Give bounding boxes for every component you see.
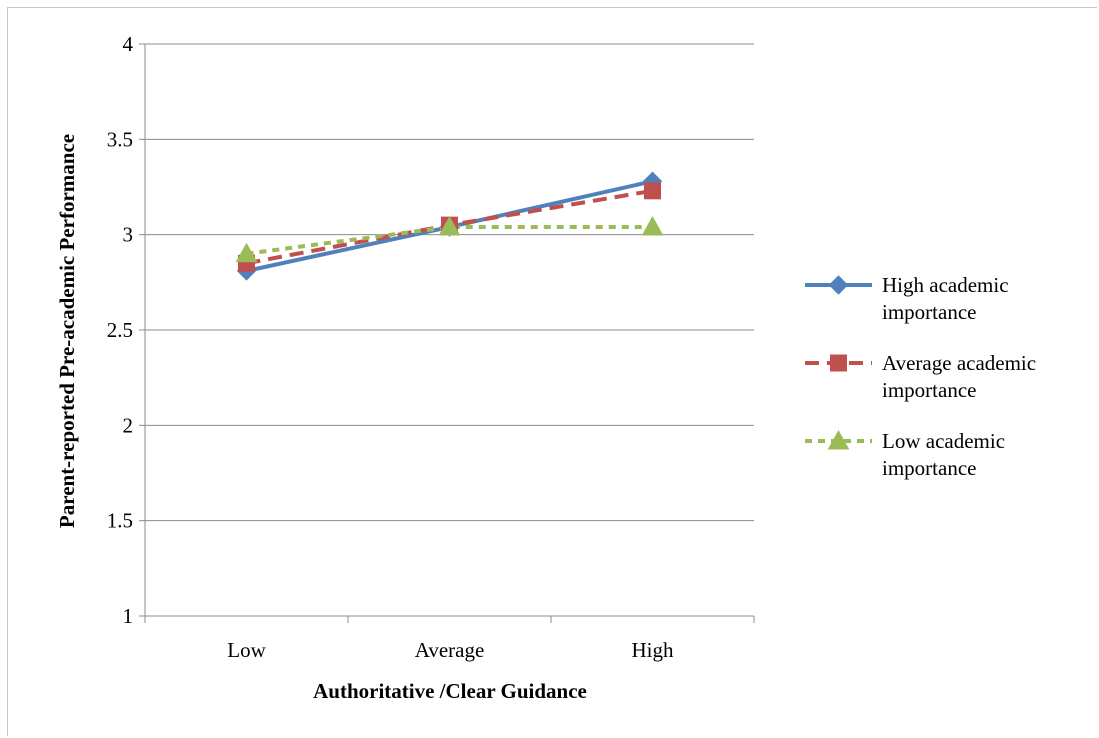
x-axis-title: Authoritative /Clear Guidance <box>313 679 587 703</box>
legend-swatch-marker-1 <box>828 275 849 295</box>
y-tick-label: 2 <box>123 413 134 437</box>
legend-label-1: importance <box>882 300 976 324</box>
series-line-3 <box>246 225 653 256</box>
gridlines <box>145 43 754 522</box>
legend-label-3: Low academic <box>882 429 1005 453</box>
chart-frame <box>7 7 1097 736</box>
x-tick-label: Average <box>415 638 485 662</box>
x-tick-label: Low <box>227 638 266 662</box>
legend-label-2: Average academic <box>882 351 1036 375</box>
y-tick-label: 3.5 <box>107 127 133 151</box>
x-tick-labels: Low Average High <box>227 638 674 662</box>
y-tick-labels: 1 1.5 2 2.5 3 3.5 4 <box>107 32 134 628</box>
axes <box>139 43 755 623</box>
legend-swatch-marker-2 <box>830 354 847 372</box>
y-tick-label: 1.5 <box>107 509 133 533</box>
x-tick-label: High <box>632 638 675 662</box>
y-tick-label: 3 <box>123 223 134 247</box>
y-tick-label: 2.5 <box>107 318 133 342</box>
data-point-2-3 <box>644 182 661 200</box>
y-tick-label: 4 <box>123 32 134 56</box>
legend-label-1: High academic <box>882 273 1009 297</box>
y-tick-label: 1 <box>123 604 134 628</box>
legend-label-2: importance <box>882 378 976 402</box>
legend-swatch-marker-3 <box>827 429 850 450</box>
data-point-3-3 <box>641 216 664 236</box>
data-point-3-1 <box>235 242 258 263</box>
legend-label-3: importance <box>882 456 976 480</box>
y-axis-title: Parent-reported Pre-academic Performance <box>55 134 79 528</box>
legend: High academic importance Average academic i… <box>805 273 1036 480</box>
data-point-3-2 <box>438 216 461 236</box>
series-markers <box>235 171 664 281</box>
